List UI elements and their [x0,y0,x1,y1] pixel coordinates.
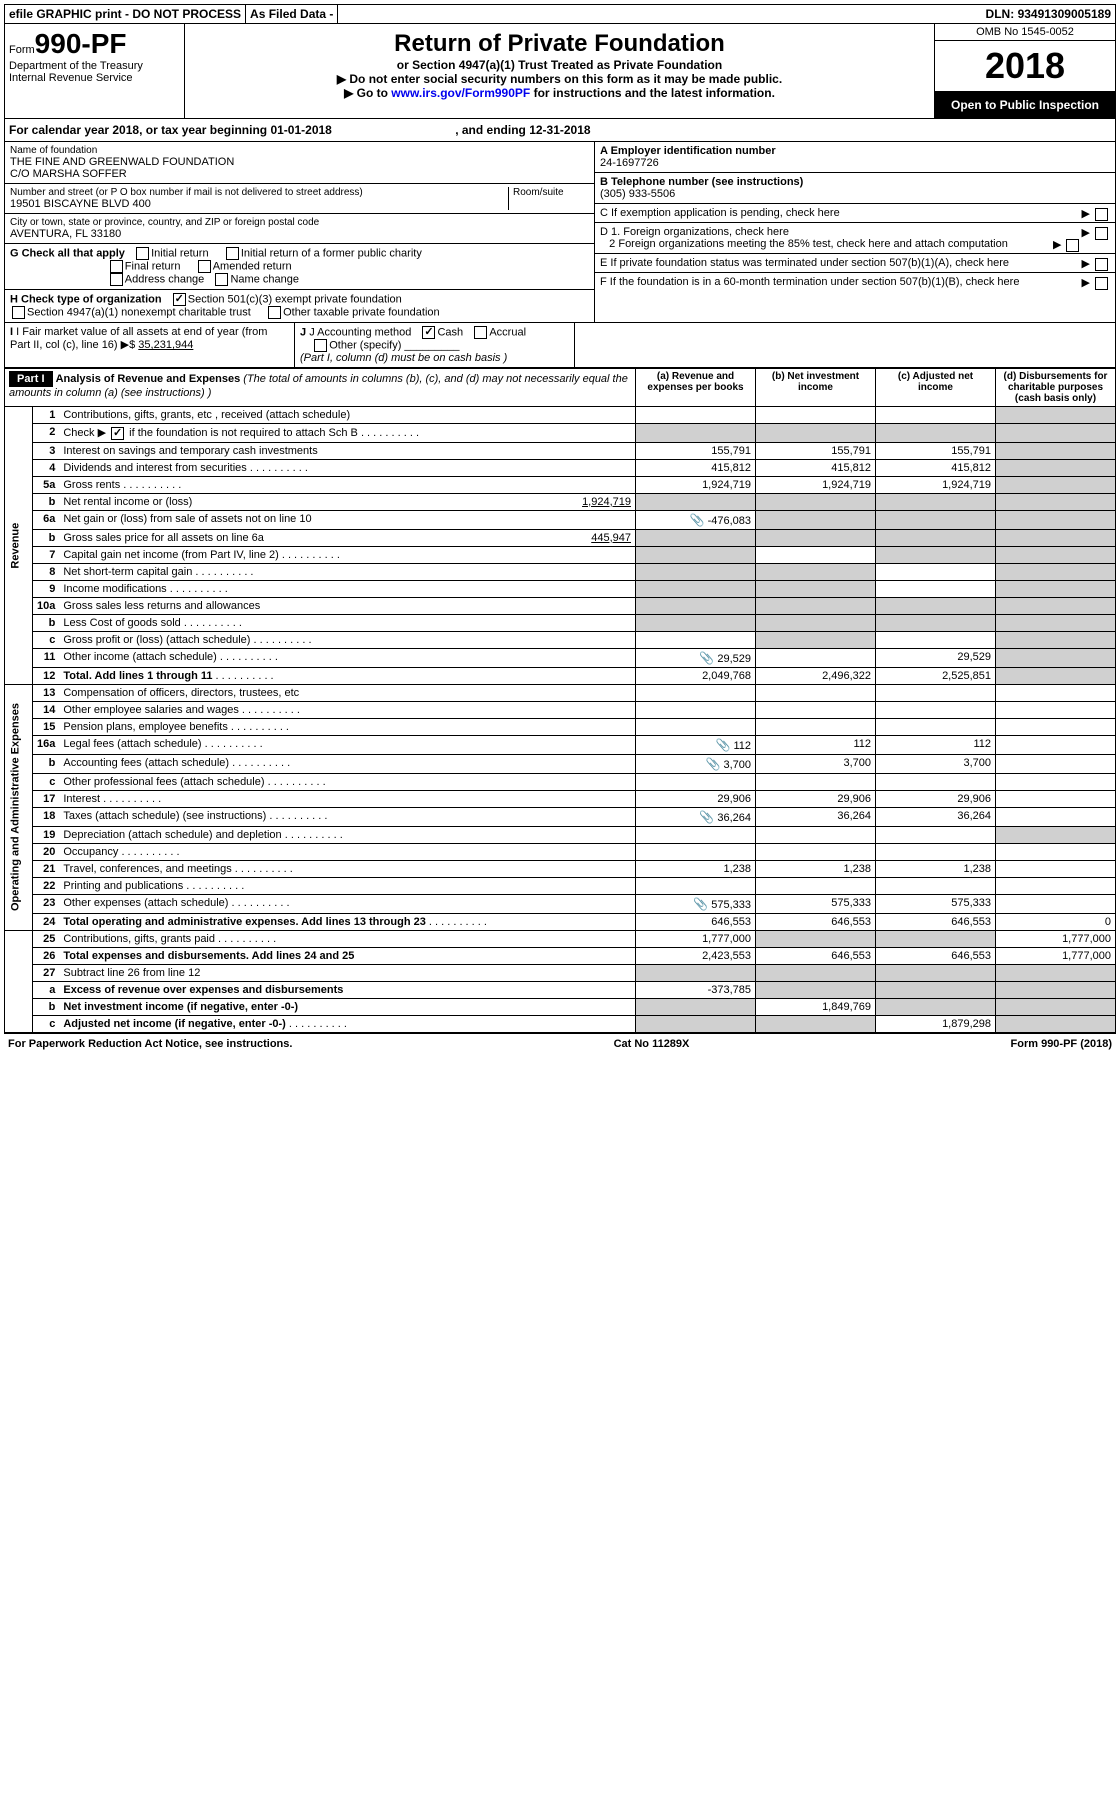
cb-address-change[interactable] [110,273,123,286]
attach-icon[interactable]: 📎 [705,757,720,771]
box-f: F If the foundation is in a 60-month ter… [595,273,1115,291]
box-e: E If private foundation status was termi… [595,254,1115,273]
addr-label: Number and street (or P O box number if … [10,187,504,198]
cb-foreign-85[interactable] [1066,239,1079,252]
form-title: Return of Private Foundation [191,30,928,58]
dln: DLN: 93491309005189 [982,5,1115,23]
tax-year: 2018 [935,41,1115,92]
box-c: C If exemption application is pending, c… [595,204,1115,223]
i-j-row: I I Fair market value of all assets at e… [4,323,1116,368]
cb-initial-return[interactable] [136,247,149,260]
cb-foreign-org[interactable] [1095,227,1108,240]
irs: Internal Revenue Service [9,72,180,84]
ein-label: A Employer identification number [600,145,776,157]
room-label: Room/suite [509,187,589,210]
form-header: Form990-PF Department of the Treasury In… [4,24,1116,119]
foundation-name2: C/O MARSHA SOFFER [10,168,589,180]
as-filed: As Filed Data - [246,5,338,23]
dept: Department of the Treasury [9,60,180,72]
attach-icon[interactable]: 📎 [690,513,705,527]
revenue-section-label: Revenue [5,407,33,685]
open-to-public: Open to Public Inspection [935,92,1115,118]
calendar-year-line: For calendar year 2018, or tax year begi… [4,119,1116,142]
attach-icon[interactable]: 📎 [699,651,714,665]
goto-line: ▶ Go to www.irs.gov/Form990PF for instru… [191,86,928,100]
cb-status-terminated[interactable] [1095,258,1108,271]
cb-amended[interactable] [198,260,211,273]
cb-accrual[interactable] [474,326,487,339]
attach-icon[interactable]: 📎 [699,810,714,824]
part1-table: Part I Analysis of Revenue and Expenses … [4,368,1116,1033]
city-label: City or town, state or province, country… [10,217,589,228]
omb-number: OMB No 1545-0052 [935,24,1115,41]
cb-501c3[interactable]: ✓ [173,293,186,306]
goto-link[interactable]: www.irs.gov/Form990PF [391,86,530,100]
cb-other-taxable[interactable] [268,306,281,319]
form-number: 990-PF [35,28,127,59]
form-prefix: Form [9,44,35,56]
cat-no: Cat No 11289X [614,1038,690,1050]
col-b-header: (b) Net investment income [756,369,876,407]
attach-icon[interactable]: 📎 [715,738,730,752]
ssn-warning: ▶ Do not enter social security numbers o… [191,72,928,86]
identity-block: Name of foundation THE FINE AND GREENWAL… [4,142,1116,323]
ein: 24-1697726 [600,157,659,169]
name-label: Name of foundation [10,145,589,156]
phone: (305) 933-5506 [600,188,675,200]
box-h: H Check type of organization ✓Section 50… [5,290,594,322]
city-state-zip: AVENTURA, FL 33180 [10,228,589,240]
phone-label: B Telephone number (see instructions) [600,176,803,188]
cb-60-month[interactable] [1095,277,1108,290]
cb-final-return[interactable] [110,260,123,273]
efile-notice: efile GRAPHIC print - DO NOT PROCESS [5,5,246,23]
col-d-header: (d) Disbursements for charitable purpose… [996,369,1116,407]
cb-sch-b[interactable]: ✓ [111,427,124,440]
cb-initial-former[interactable] [226,247,239,260]
col-a-header: (a) Revenue and expenses per books [636,369,756,407]
form-subtitle: or Section 4947(a)(1) Trust Treated as P… [191,58,928,72]
attach-icon[interactable]: 📎 [693,897,708,911]
cb-exemption-pending[interactable] [1095,208,1108,221]
cb-name-change[interactable] [215,273,228,286]
form-ref: Form 990-PF (2018) [1011,1038,1112,1050]
expenses-section-label: Operating and Administrative Expenses [5,684,33,930]
cb-cash[interactable]: ✓ [422,326,435,339]
fmv-value: 35,231,944 [138,339,193,351]
col-c-header: (c) Adjusted net income [876,369,996,407]
street-address: 19501 BISCAYNE BLVD 400 [10,198,504,210]
box-g: G Check all that apply Initial return In… [5,244,594,290]
page-footer: For Paperwork Reduction Act Notice, see … [4,1033,1116,1054]
cb-4947[interactable] [12,306,25,319]
part1-header: Part I [9,371,53,387]
top-bar: efile GRAPHIC print - DO NOT PROCESS As … [4,4,1116,24]
paperwork-notice: For Paperwork Reduction Act Notice, see … [8,1038,292,1050]
foundation-name: THE FINE AND GREENWALD FOUNDATION [10,156,589,168]
cb-other-method[interactable] [314,339,327,352]
box-d: D 1. Foreign organizations, check here ▶… [595,223,1115,254]
